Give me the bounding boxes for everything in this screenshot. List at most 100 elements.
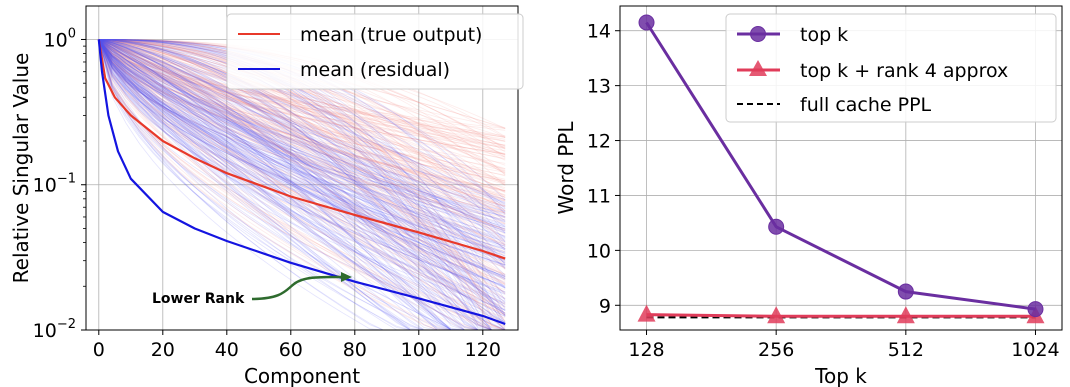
true-output-spectrum <box>98 39 506 213</box>
residual-spectrum <box>98 39 506 247</box>
true-output-spectrum <box>98 39 506 331</box>
residual-spectrum <box>98 39 506 307</box>
true-output-spectrum <box>98 39 506 193</box>
true-output-spectrum <box>98 39 506 244</box>
true-output-spectrum <box>98 39 506 198</box>
true-output-spectrum <box>98 39 506 331</box>
residual-spectrum <box>98 39 506 331</box>
true-output-spectrum <box>98 39 506 279</box>
residual-spectrum <box>98 39 506 331</box>
residual-spectrum <box>98 39 506 259</box>
residual-spectrum <box>98 39 506 331</box>
residual-spectrum <box>98 39 506 329</box>
residual-spectrum <box>98 39 506 326</box>
right-y-tick-label: 13 <box>587 76 611 98</box>
residual-spectrum <box>98 39 506 311</box>
true-output-spectrum <box>98 39 506 224</box>
true-output-spectrum <box>98 39 506 268</box>
residual-spectrum <box>98 39 506 201</box>
true-output-spectrum <box>98 39 506 247</box>
residual-spectrum <box>98 39 506 240</box>
right-x-tick-label: 256 <box>758 339 794 361</box>
true-output-spectrum <box>98 39 506 201</box>
residual-spectrum <box>98 39 506 331</box>
residual-spectrum <box>98 39 506 316</box>
residual-spectrum <box>98 39 506 228</box>
true-output-spectrum <box>98 39 506 191</box>
residual-spectrum <box>98 39 506 239</box>
true-output-spectrum <box>98 39 506 232</box>
residual-spectrum <box>98 39 506 331</box>
residual-spectrum <box>98 39 506 265</box>
residual-spectrum <box>98 39 506 331</box>
true-output-spectrum <box>98 39 506 225</box>
true-output-spectrum <box>98 39 506 327</box>
legend-label-full-cache: full cache PPL <box>800 94 932 116</box>
residual-spectrum <box>98 39 506 331</box>
residual-spectrum <box>98 39 506 245</box>
true-output-spectrum <box>98 39 506 155</box>
true-output-spectrum <box>98 39 506 211</box>
true-output-spectrum <box>98 39 506 331</box>
left-x-tick-label: 60 <box>279 339 303 361</box>
true-output-spectrum <box>98 39 506 148</box>
top-k-line <box>645 21 1036 311</box>
residual-spectrum <box>98 39 506 294</box>
left-legend-box <box>226 13 524 90</box>
residual-spectrum <box>98 39 506 287</box>
true-output-spectrum <box>98 39 506 331</box>
true-output-spectrum <box>98 39 506 291</box>
true-output-spectrum <box>98 39 506 201</box>
residual-spectrum <box>98 39 506 331</box>
residual-spectrum <box>98 39 506 317</box>
rank4-approx-line <box>646 313 1036 318</box>
residual-spectrum <box>98 39 506 304</box>
residual-spectrum <box>98 39 506 324</box>
left-x-axis-label: Component <box>244 364 360 387</box>
residual-spectrum <box>98 39 506 331</box>
true-output-spectrum <box>98 39 506 173</box>
left-y-tick-label: 100 <box>44 26 76 51</box>
true-output-spectrum <box>98 39 506 207</box>
residual-spectrum <box>98 39 506 277</box>
true-output-spectrum <box>98 39 506 196</box>
true-output-spectrum <box>98 39 506 172</box>
residual-spectrum <box>98 39 506 323</box>
left-y-tick-label: 10−2 <box>33 317 76 342</box>
residual-spectrum <box>98 39 506 261</box>
true-output-spectrum <box>98 39 506 327</box>
residual-spectrum <box>98 39 506 206</box>
true-output-spectrum <box>98 39 506 316</box>
true-output-spectrum <box>98 39 506 237</box>
true-output-spectrum <box>98 39 506 142</box>
true-output-spectrum <box>98 39 506 235</box>
residual-spectrum <box>98 39 506 331</box>
residual-spectrum <box>98 39 506 241</box>
true-output-spectrum <box>98 39 506 219</box>
true-output-spectrum <box>98 39 506 331</box>
residual-spectrum <box>98 39 506 219</box>
true-output-spectrum <box>98 39 506 164</box>
true-output-spectrum <box>98 39 506 243</box>
true-output-spectrum <box>98 39 506 180</box>
residual-spectrum <box>98 39 506 331</box>
residual-spectrum <box>98 39 506 233</box>
true-output-spectrum <box>98 39 506 275</box>
right-y-tick-label: 10 <box>587 240 611 262</box>
left-x-tick-label: 80 <box>343 339 367 361</box>
residual-spectrum <box>98 39 506 317</box>
residual-spectrum <box>98 39 506 331</box>
true-output-spectrum <box>98 39 506 231</box>
residual-spectrum <box>98 39 506 331</box>
true-output-spectrum <box>98 39 506 280</box>
right-legend-box <box>725 13 1057 123</box>
residual-spectrum <box>98 39 506 270</box>
true-output-spectrum <box>98 39 506 183</box>
residual-spectrum <box>98 39 506 331</box>
true-output-spectrum <box>98 39 506 308</box>
true-output-spectrum <box>98 39 506 331</box>
true-output-spectrum <box>98 39 506 169</box>
true-output-spectrum <box>98 39 506 268</box>
true-output-spectrum <box>98 39 506 331</box>
residual-spectrum <box>98 39 506 251</box>
